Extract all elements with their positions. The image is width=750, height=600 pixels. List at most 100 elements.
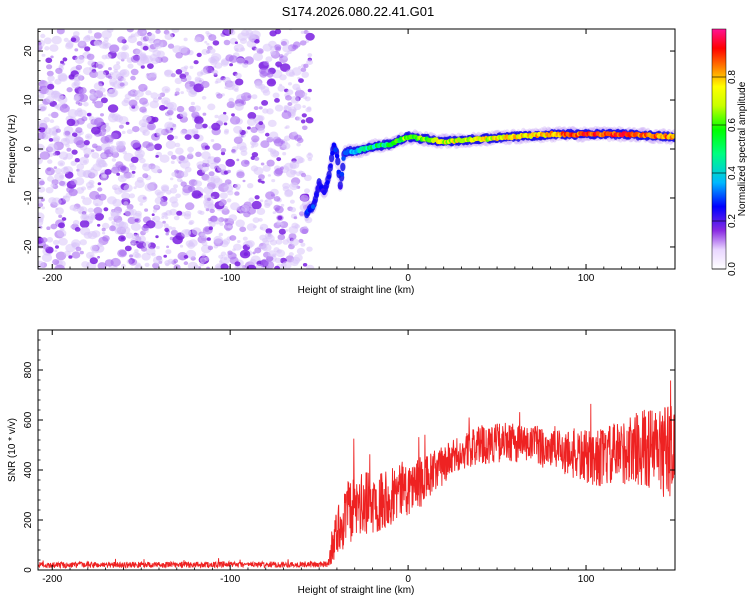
noise-blob [38, 201, 42, 205]
noise-blob [52, 239, 60, 245]
noise-blob [243, 211, 251, 218]
noise-blob [130, 55, 140, 63]
noise-blob [218, 201, 225, 207]
noise-blob [134, 32, 141, 37]
noise-blob [234, 103, 244, 111]
noise-blob [170, 154, 177, 160]
noise-blob [280, 203, 285, 207]
noise-blob [179, 244, 184, 248]
noise-blob [286, 169, 296, 178]
noise-blob [66, 118, 76, 127]
noise-blob [130, 242, 134, 246]
noise-blob [124, 208, 135, 217]
noise-blob [290, 96, 300, 104]
noise-blob [214, 114, 219, 119]
noise-blob [78, 40, 85, 47]
noise-blob [38, 186, 46, 193]
y-tick-label: 800 [23, 361, 34, 378]
noise-blob [300, 194, 309, 202]
colorbar-tick-label: 0.4 [727, 166, 738, 180]
noise-blob [231, 113, 235, 117]
noise-blob [53, 166, 58, 170]
noise-blob [304, 216, 313, 224]
noise-blob [126, 29, 134, 33]
noise-blob [72, 206, 79, 212]
noise-blob [122, 150, 127, 155]
noise-blob [57, 229, 67, 238]
noise-blob [91, 126, 101, 135]
noise-blob [132, 126, 140, 133]
noise-blob [79, 239, 88, 246]
ridge-core [310, 204, 316, 210]
noise-blob [47, 171, 52, 175]
noise-blob [74, 73, 83, 82]
noise-blob [117, 36, 126, 43]
noise-blob [60, 60, 65, 64]
noise-blob [174, 91, 180, 96]
y-tick-label: 0 [23, 567, 34, 573]
noise-blob [157, 93, 162, 98]
noise-blob [218, 254, 224, 259]
y-tick-label: 400 [23, 461, 34, 478]
noise-blob [172, 235, 183, 245]
noise-blob [262, 164, 271, 172]
noise-blob [91, 149, 95, 153]
noise-blob [240, 150, 248, 157]
noise-blob [89, 92, 98, 99]
noise-blob [247, 112, 257, 120]
noise-blob [254, 47, 259, 52]
noise-blob [290, 238, 299, 246]
noise-blob [144, 183, 155, 192]
noise-blob [74, 158, 80, 163]
noise-blob [129, 173, 135, 178]
noise-blob [108, 89, 113, 93]
noise-blob [73, 80, 81, 86]
y-tick-label: 10 [23, 94, 34, 106]
noise-blob [247, 183, 254, 189]
noise-blob [180, 129, 187, 135]
noise-blob [259, 234, 267, 241]
noise-blob [258, 68, 266, 74]
noise-blob [227, 224, 232, 229]
spectrogram-noise-layer [38, 29, 315, 269]
noise-blob [63, 37, 69, 43]
noise-blob [108, 75, 113, 80]
noise-blob [138, 83, 148, 92]
noise-blob [196, 52, 202, 58]
noise-blob [203, 201, 214, 210]
noise-blob [152, 215, 161, 222]
noise-blob [273, 196, 281, 202]
noise-blob [303, 95, 308, 100]
noise-blob [183, 37, 188, 42]
noise-blob [209, 208, 215, 214]
noise-blob [94, 100, 104, 109]
noise-blob [57, 72, 68, 81]
noise-blob [246, 240, 255, 248]
noise-blob [40, 198, 45, 202]
noise-blob [167, 134, 174, 141]
noise-blob [240, 101, 244, 105]
noise-blob [223, 39, 231, 46]
noise-blob [239, 226, 247, 233]
noise-blob [54, 264, 65, 269]
noise-blob [96, 256, 100, 260]
noise-blob [155, 235, 159, 239]
noise-blob [43, 37, 52, 45]
noise-blob [223, 76, 231, 84]
noise-blob [74, 177, 85, 186]
noise-blob [288, 82, 292, 86]
noise-blob [306, 106, 312, 111]
noise-blob [227, 250, 233, 256]
noise-blob [164, 100, 169, 104]
noise-blob [277, 215, 283, 220]
noise-blob [79, 250, 84, 255]
noise-blob [235, 219, 245, 228]
noise-blob [289, 160, 300, 169]
noise-blob [162, 220, 166, 224]
noise-blob [304, 174, 312, 182]
noise-blob [111, 166, 120, 174]
noise-blob [201, 253, 206, 257]
noise-blob [139, 97, 148, 105]
noise-blob [134, 149, 145, 159]
noise-blob [215, 185, 218, 188]
